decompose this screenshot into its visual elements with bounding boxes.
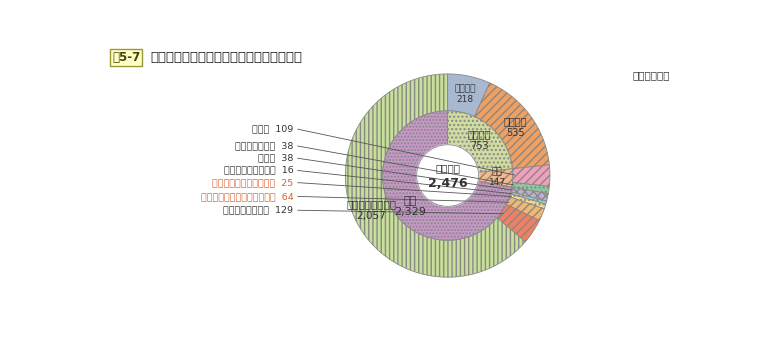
Text: レクリエーション参加中  25: レクリエーション参加中 25 [212,178,293,187]
Polygon shape [510,192,546,204]
Text: 疾病
147: 疾病 147 [489,168,506,187]
Polygon shape [511,187,548,201]
Text: 出退勤途上（公務上のもの）  64: 出退勤途上（公務上のもの） 64 [201,192,293,201]
Polygon shape [478,169,513,187]
Text: その他  109: その他 109 [252,124,293,133]
Text: 肝炎（伝染性）  38: 肝炎（伝染性） 38 [235,141,293,150]
Text: 2,476: 2,476 [428,177,467,190]
Text: 自己の職務遂行中
2,057: 自己の職務遂行中 2,057 [347,200,397,221]
Text: 図5-7: 図5-7 [112,51,141,64]
Text: （単位：件）: （単位：件） [632,70,670,81]
Text: その他  38: その他 38 [258,153,293,162]
Circle shape [416,145,479,206]
Polygon shape [506,197,544,221]
Text: 負傷
2,329: 負傷 2,329 [394,196,426,217]
Text: 公務災害: 公務災害 [435,164,460,174]
Polygon shape [474,83,549,169]
Text: 担当外の職務遂行中  16: 担当外の職務遂行中 16 [223,166,293,175]
Polygon shape [448,111,512,172]
Polygon shape [448,74,489,117]
Text: 出勤途上
535: 出勤途上 535 [504,116,527,138]
Polygon shape [511,183,549,194]
Text: 出張又は赴任途上  129: 出張又は赴任途上 129 [223,206,293,215]
Text: 公務災害及び通勤災害の事由別認定状況: 公務災害及び通勤災害の事由別認定状況 [150,51,302,64]
Polygon shape [345,74,525,277]
Polygon shape [512,165,550,186]
Text: 退勤途上
218: 退勤途上 218 [454,85,476,104]
Polygon shape [509,194,546,209]
Text: 通勤災害
753: 通勤災害 753 [468,129,492,151]
Polygon shape [382,111,511,240]
Polygon shape [497,204,540,242]
